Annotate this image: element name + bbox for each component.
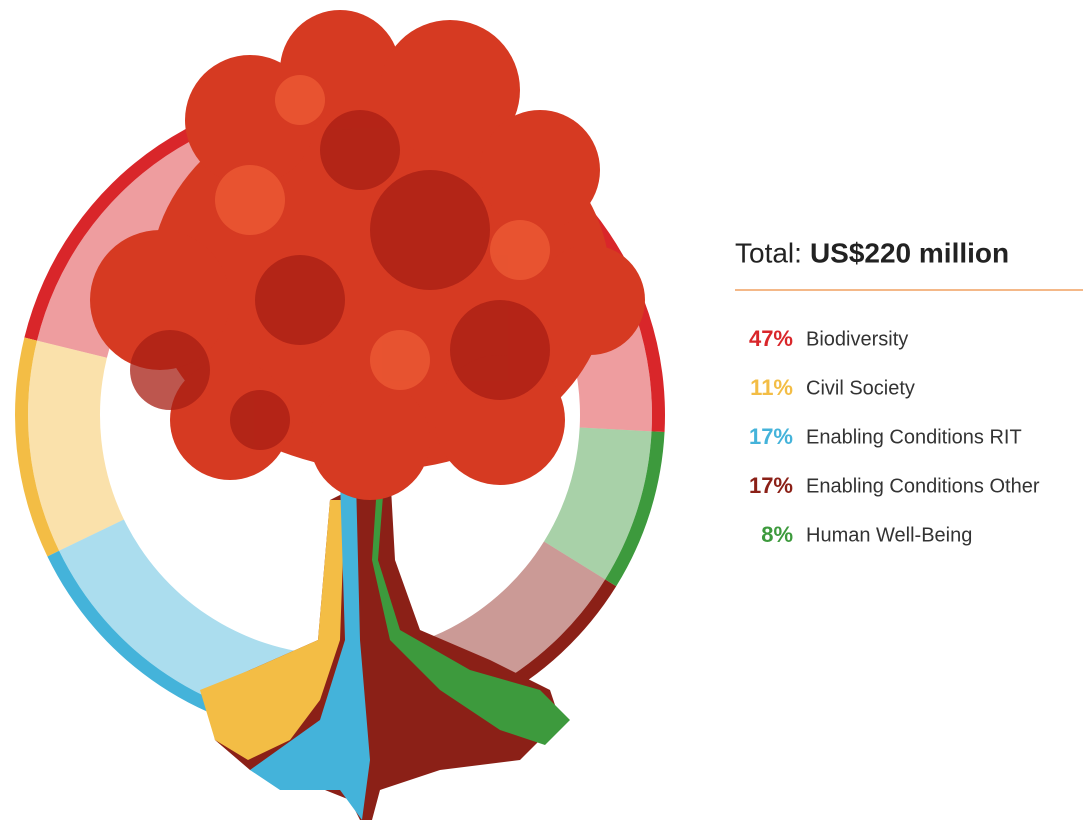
ring-segment-inner bbox=[543, 427, 652, 580]
legend-label: Enabling Conditions RIT bbox=[806, 426, 1022, 448]
legend-percent: 11% bbox=[750, 375, 793, 400]
legend-label: Enabling Conditions Other bbox=[806, 475, 1040, 497]
legend-label: Human Well-Being bbox=[806, 524, 972, 546]
total-title: Total: bbox=[735, 237, 802, 268]
legend: 47% Biodiversity 11% Civil Society 17% Enabli… bbox=[749, 326, 1040, 547]
tree-illustration bbox=[90, 10, 645, 820]
legend-percent: 8% bbox=[761, 522, 793, 547]
legend-percent: 47% bbox=[749, 326, 793, 351]
total-amount: US$220 million bbox=[810, 237, 1009, 268]
canopy-shade bbox=[130, 110, 550, 450]
ring-segment-inner bbox=[28, 340, 124, 551]
root-blue bbox=[250, 480, 370, 820]
root-yellow bbox=[200, 500, 345, 760]
legend-label: Biodiversity bbox=[806, 328, 908, 350]
legend-percent: 17% bbox=[749, 473, 793, 498]
legend-percent: 17% bbox=[749, 424, 793, 449]
ring-segment-outer bbox=[605, 431, 665, 587]
canopy bbox=[90, 10, 645, 500]
legend-label: Civil Society bbox=[806, 377, 915, 399]
ring-segment-outer bbox=[14, 337, 60, 557]
canopy-highlight bbox=[215, 75, 550, 390]
root-green bbox=[372, 470, 570, 745]
